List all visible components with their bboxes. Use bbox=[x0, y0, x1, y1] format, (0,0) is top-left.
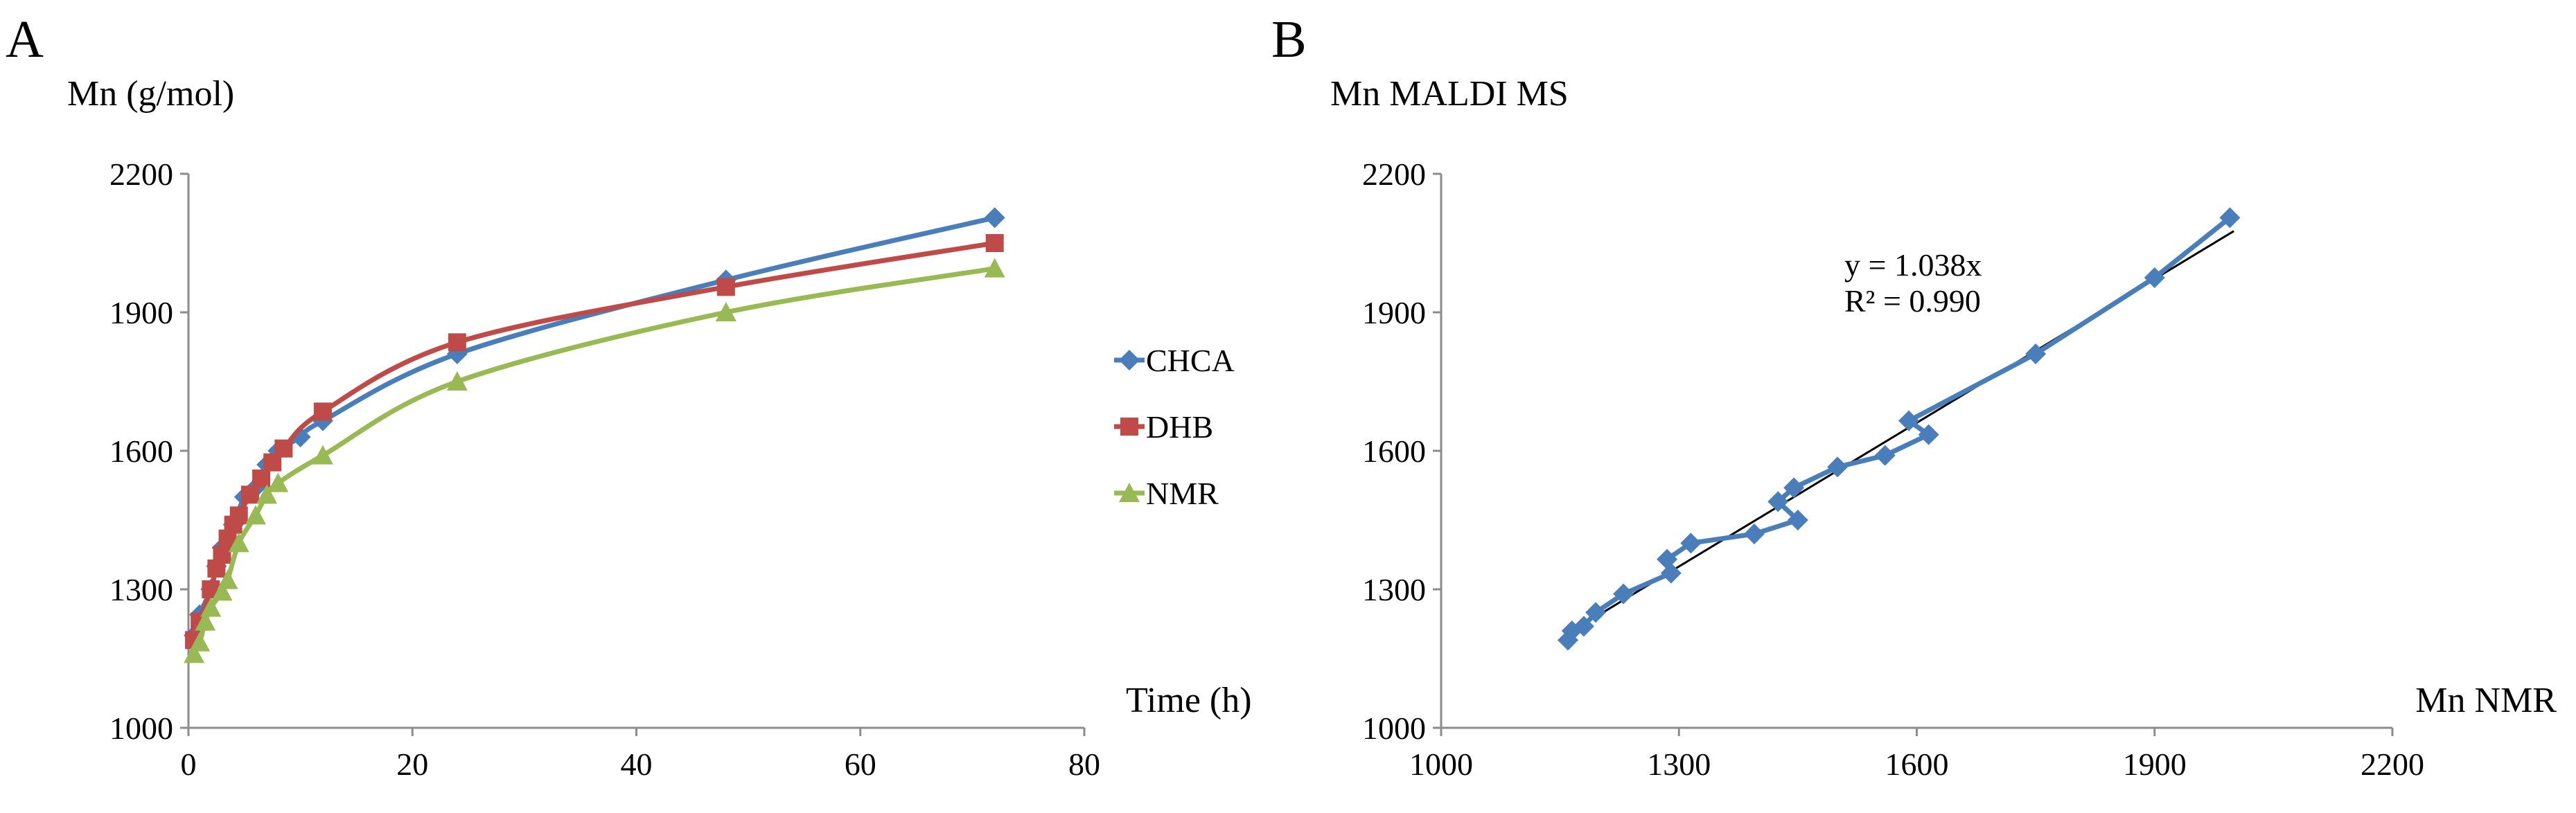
panel-a-y-tick-label: 1600 bbox=[109, 434, 173, 469]
data-point-dhb bbox=[448, 333, 466, 352]
data-point-nmr bbox=[228, 533, 249, 553]
data-point bbox=[1918, 424, 1939, 445]
panel-a-x-tick-label: 60 bbox=[845, 747, 876, 782]
legend-item-chca: CHCA bbox=[1114, 343, 1235, 378]
data-point-dhb bbox=[213, 546, 231, 564]
panel-b-x-tick-label: 1300 bbox=[1647, 747, 1711, 782]
panel-b-y-tick-label: 1900 bbox=[1362, 295, 1426, 330]
data-point bbox=[1898, 410, 1920, 431]
data-point-nmr bbox=[715, 302, 736, 321]
data-point-nmr bbox=[184, 643, 205, 663]
panel-b-y-tick-label: 2200 bbox=[1362, 157, 1426, 192]
data-point bbox=[2144, 267, 2165, 288]
data-point-nmr bbox=[200, 597, 222, 617]
data-point bbox=[1680, 533, 1702, 554]
panel-b-x-tick-label: 1900 bbox=[2123, 747, 2187, 782]
data-point-dhb bbox=[313, 402, 332, 421]
panel-a-y-tick-label: 1000 bbox=[109, 711, 173, 746]
data-point-nmr bbox=[245, 505, 266, 525]
panel-b-x-tick-label: 2200 bbox=[2361, 747, 2424, 782]
data-point bbox=[1783, 477, 1805, 499]
data-point-chca bbox=[984, 207, 1005, 229]
legend-marker-chca bbox=[1119, 350, 1140, 370]
series-nmr bbox=[184, 258, 1005, 663]
data-point-dhb bbox=[716, 278, 735, 296]
data-point bbox=[1743, 524, 1765, 544]
panel-b-x-axis-title: Mn NMR bbox=[2415, 681, 2557, 720]
panel-b-x-tick-label: 1600 bbox=[1885, 747, 1949, 782]
panel-letter-a: A bbox=[6, 10, 44, 69]
data-point bbox=[1874, 445, 1896, 466]
panel-a-x-tick-label: 20 bbox=[396, 747, 428, 782]
series-chca bbox=[184, 207, 1005, 646]
panel-b-x-ticks: 1000 1300 1600 1900 2200 bbox=[1409, 728, 2424, 782]
panel-b-y-axis-title: Mn MALDI MS bbox=[1330, 74, 1569, 114]
panel-a-series bbox=[184, 207, 1005, 663]
legend-item-nmr: NMR bbox=[1114, 476, 1219, 511]
panel-a: A Mn (g/mol) Time (h) 1000 1300 1600 1900 22… bbox=[6, 10, 1252, 782]
data-point bbox=[1585, 602, 1607, 623]
legend-marker-dhb bbox=[1120, 418, 1138, 436]
data-point-dhb bbox=[229, 506, 248, 525]
data-point-dhb bbox=[274, 439, 293, 458]
data-point-nmr bbox=[195, 611, 216, 631]
data-point bbox=[1573, 616, 1594, 637]
data-point bbox=[2219, 207, 2241, 229]
data-point-dhb bbox=[252, 470, 271, 488]
data-point-nmr bbox=[256, 484, 278, 504]
panel-b-y-tick-label: 1000 bbox=[1362, 711, 1426, 746]
series-line-nmr bbox=[191, 266, 996, 655]
panel-a-legend: CHCA DHB NMR bbox=[1114, 343, 1235, 511]
trendline-equation: y = 1.038x bbox=[1844, 247, 1982, 283]
panel-letter-b: B bbox=[1271, 10, 1307, 69]
data-point-nmr bbox=[211, 581, 233, 601]
data-point bbox=[2025, 343, 2047, 364]
panel-a-y-tick-label: 1900 bbox=[109, 295, 173, 330]
series-dhb bbox=[185, 234, 1004, 650]
panel-a-y-tick-label: 1300 bbox=[109, 572, 173, 607]
data-point bbox=[1767, 491, 1789, 512]
panel-a-y-axis-title: Mn (g/mol) bbox=[67, 74, 234, 114]
panel-a-y-tick-label: 2200 bbox=[109, 157, 173, 192]
data-point bbox=[1657, 548, 1678, 570]
data-point bbox=[1827, 456, 1849, 478]
panel-b-series bbox=[1558, 207, 2241, 651]
data-point-nmr bbox=[446, 371, 468, 391]
panel-a-x-tick-label: 40 bbox=[621, 747, 653, 782]
panel-a-x-tick-label: 80 bbox=[1068, 747, 1100, 782]
data-point-nmr bbox=[267, 472, 289, 492]
trendline-r-squared: R² = 0.990 bbox=[1844, 283, 1981, 319]
panel-a-y-ticks: 1000 1300 1600 1900 2200 bbox=[109, 157, 188, 746]
panel-a-x-tick-label: 0 bbox=[181, 747, 197, 782]
panel-a-x-ticks: 0 20 40 60 80 bbox=[181, 728, 1100, 782]
series-line-dhb bbox=[191, 240, 996, 641]
legend-label-chca: CHCA bbox=[1146, 343, 1235, 378]
legend-label-dhb: DHB bbox=[1146, 409, 1213, 445]
data-point bbox=[1787, 510, 1808, 530]
series-line-chca bbox=[191, 215, 996, 636]
panel-b: B Mn MALDI MS Mn NMR 1000 1300 1600 1900 220… bbox=[1271, 10, 2557, 782]
data-point bbox=[1613, 583, 1634, 605]
data-point-dhb bbox=[985, 234, 1004, 252]
panel-a-x-axis-title: Time (h) bbox=[1126, 681, 1252, 720]
legend-label-nmr: NMR bbox=[1146, 476, 1219, 511]
data-point-nmr bbox=[217, 569, 238, 589]
panel-b-y-tick-label: 1300 bbox=[1362, 572, 1426, 607]
data-point-nmr bbox=[312, 445, 333, 465]
legend-marker-nmr bbox=[1119, 483, 1140, 502]
data-point-nmr bbox=[984, 258, 1005, 278]
data-point-dhb bbox=[240, 485, 259, 504]
panel-b-x-tick-label: 1000 bbox=[1409, 747, 1473, 782]
data-point-nmr bbox=[189, 632, 211, 652]
legend-item-dhb: DHB bbox=[1114, 409, 1213, 445]
panel-b-y-ticks: 1000 1300 1600 1900 2200 bbox=[1362, 157, 1441, 746]
panel-b-y-tick-label: 1600 bbox=[1362, 434, 1426, 469]
series-mn-comparison bbox=[1558, 207, 2241, 651]
